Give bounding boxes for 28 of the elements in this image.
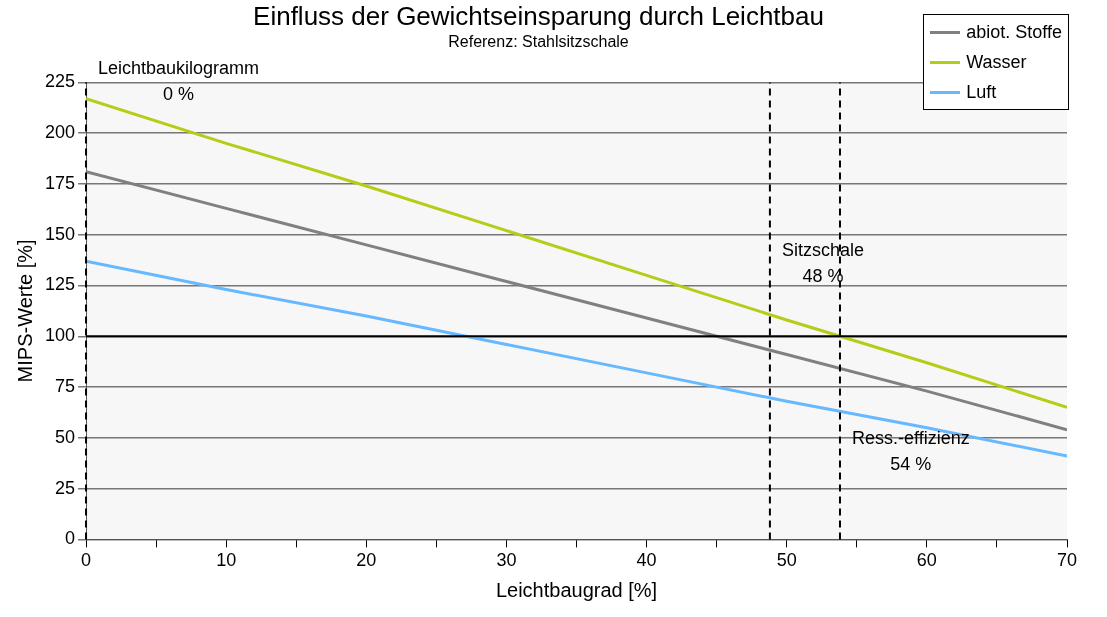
- legend-label: abiot. Stoffe: [966, 21, 1062, 43]
- y-tick-label: 125: [44, 274, 76, 295]
- legend-label: Luft: [966, 81, 997, 103]
- y-tick-label: 200: [44, 122, 76, 143]
- y-tick-label: 175: [44, 172, 76, 193]
- x-tick-label: 40: [636, 550, 657, 571]
- x-tick-label: 70: [1056, 550, 1078, 571]
- y-tick-label: 100: [44, 325, 76, 346]
- x-tick-label: 10: [216, 550, 237, 571]
- y-axis-title: MIPS-Werte [%]: [13, 239, 36, 383]
- ref-line-label: Leichtbaukilogramm 0 %: [98, 58, 260, 105]
- x-tick-label: 30: [496, 550, 517, 571]
- x-tick-label: 0: [81, 550, 92, 571]
- y-tick-label: 0: [65, 528, 76, 549]
- y-tick-label: 150: [44, 223, 76, 244]
- y-tick-label: 25: [55, 477, 76, 498]
- y-tick-label: 225: [44, 71, 76, 92]
- ref-line-label: Sitzschale 48 %: [781, 240, 864, 287]
- y-tick-label: 75: [55, 376, 76, 397]
- x-tick-label: 50: [776, 550, 797, 571]
- y-tick-label: 50: [55, 426, 76, 447]
- x-axis-title: Leichtbaugrad [%]: [495, 578, 658, 601]
- chart-subtitle: Referenz: Stahlsitzschale: [448, 33, 629, 51]
- x-tick-label: 20: [356, 550, 377, 571]
- x-tick-label: 60: [916, 550, 937, 571]
- chart-title: Einfluss der Gewichtseinsparung durch Leichtbau: [253, 0, 824, 31]
- ref-line-label: Ress.-effizienz 54 %: [851, 427, 970, 474]
- legend-label: Wasser: [966, 51, 1027, 73]
